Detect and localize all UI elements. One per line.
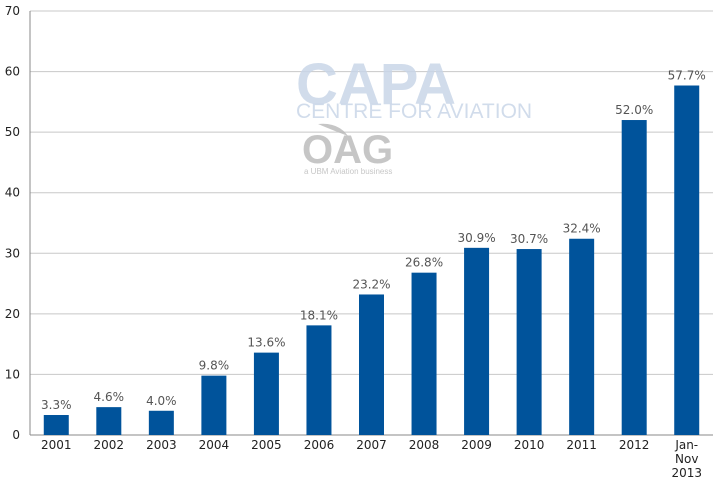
bar xyxy=(96,407,122,435)
capa-oag-watermark-logo: CAPA CENTRE FOR AVIATION OAG a UBM Aviat… xyxy=(296,52,532,176)
x-tick-label: 2002 xyxy=(94,438,125,452)
gridlines xyxy=(29,10,713,436)
data-label: 4.6% xyxy=(94,390,125,404)
data-label: 18.1% xyxy=(300,308,338,322)
bar xyxy=(674,85,700,435)
data-label: 13.6% xyxy=(247,336,285,350)
watermark-capa: CAPA xyxy=(296,52,456,117)
x-tick-label: 2008 xyxy=(409,438,440,452)
data-label: 32.4% xyxy=(563,222,601,236)
x-tick-label: 2012 xyxy=(619,438,650,452)
bar xyxy=(148,410,174,435)
x-tick-label: 2001 xyxy=(41,438,72,452)
data-label: 4.0% xyxy=(146,394,177,408)
data-label: 30.7% xyxy=(510,232,548,246)
y-tick-label: 0 xyxy=(12,428,20,442)
watermark-swoosh-icon xyxy=(318,123,348,136)
data-label: 3.3% xyxy=(41,398,72,412)
data-label: 23.2% xyxy=(352,277,390,291)
y-axis-ticks: 0 10 20 30 40 50 60 70 xyxy=(5,4,20,442)
bar xyxy=(516,249,542,435)
y-tick-label: 20 xyxy=(5,307,20,321)
x-tick-label: 2006 xyxy=(304,438,335,452)
y-tick-label: 60 xyxy=(5,65,20,79)
y-tick-label: 30 xyxy=(5,246,20,260)
x-axis-ticks: 2001 2002 2003 2004 2005 2006 2007 2008 2009 2010… xyxy=(41,438,702,480)
bar xyxy=(569,238,595,435)
bars xyxy=(43,85,700,436)
x-tick-label: Jan-Nov 2013 xyxy=(671,438,702,480)
y-tick-label: 50 xyxy=(5,125,20,139)
data-label: 9.8% xyxy=(199,359,230,373)
x-tick-label: 2011 xyxy=(566,438,597,452)
data-labels: 3.3% 4.6% 4.0% 9.8% 13.6% 18.1% 23.2% 26.8% 30.9… xyxy=(41,69,706,413)
y-tick-label: 10 xyxy=(5,367,20,381)
x-tick-label: 2009 xyxy=(461,438,492,452)
bar xyxy=(359,294,384,435)
x-tick-label: 2004 xyxy=(199,438,230,452)
watermark-oag: OAG xyxy=(302,128,393,172)
data-label: 52.0% xyxy=(615,103,653,117)
x-tick-label: 2007 xyxy=(356,438,387,452)
data-label: 30.9% xyxy=(458,231,496,245)
data-label: 57.7% xyxy=(668,69,706,83)
bar xyxy=(253,352,279,435)
bar xyxy=(201,375,227,435)
y-tick-label: 40 xyxy=(5,186,20,200)
bar xyxy=(43,415,69,435)
bar xyxy=(411,272,437,435)
bar xyxy=(621,120,647,436)
data-label: 26.8% xyxy=(405,256,443,270)
y-tick-label: 70 xyxy=(5,4,20,18)
x-tick-label: 2010 xyxy=(514,438,545,452)
bar xyxy=(306,325,332,435)
bar xyxy=(464,247,490,435)
watermark-centre-for-aviation: CENTRE FOR AVIATION xyxy=(296,100,532,123)
watermark-ubm: a UBM Aviation business xyxy=(304,167,392,176)
x-tick-label: 2005 xyxy=(251,438,282,452)
x-tick-label: 2003 xyxy=(146,438,177,452)
